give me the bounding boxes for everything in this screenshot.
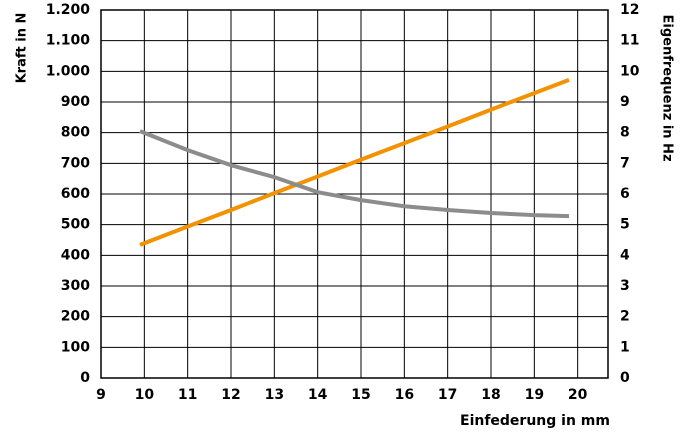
y2-tick-label: 4 [620, 247, 630, 263]
y-tick-label: 600 [61, 186, 90, 202]
y-tick-label: 1.200 [46, 2, 91, 18]
y2-tick-label: 0 [620, 370, 630, 386]
y2-tick-label: 9 [620, 94, 630, 110]
plot-border [100, 9, 609, 379]
y2-tick-label: 5 [620, 217, 630, 233]
series-line [139, 129, 570, 219]
y2-tick-label: 8 [620, 125, 630, 141]
x-tick-label: 14 [308, 387, 328, 403]
x-tick-label: 11 [178, 387, 197, 403]
y-axis-label: Kraft in N [15, 13, 30, 84]
x-tick-label: 18 [481, 387, 500, 403]
y-tick-label: 200 [61, 309, 90, 325]
y2-axis-label: Eigenfrequenz in Hz [660, 14, 675, 161]
x-tick-label: 16 [395, 387, 414, 403]
y2-tick-label: 12 [620, 2, 639, 18]
x-tick-label: 13 [265, 387, 284, 403]
x-tick-label: 20 [568, 387, 588, 403]
y2-tick-label: 1 [620, 339, 630, 355]
x-axis-label: Einfederung in mm [460, 413, 610, 429]
y2-tick-label: 2 [620, 309, 630, 325]
x-tick-label: 15 [351, 387, 370, 403]
x-tick-label: 10 [135, 387, 155, 403]
y2-tick-label: 6 [620, 186, 630, 202]
y2-tick-label: 7 [620, 155, 630, 171]
y-tick-label: 300 [61, 278, 90, 294]
y-tick-label: 0 [80, 370, 90, 386]
series-line [139, 78, 570, 247]
x-tick-label: 12 [221, 387, 240, 403]
y2-tick-label: 11 [620, 33, 639, 49]
x-tick-label: 9 [96, 387, 106, 403]
y2-tick-label: 10 [620, 63, 640, 79]
y-tick-label: 700 [61, 155, 90, 171]
x-tick-label: 19 [525, 387, 544, 403]
y-tick-label: 500 [61, 217, 90, 233]
y-tick-label: 1.100 [46, 33, 91, 49]
y-tick-label: 1.000 [46, 63, 91, 79]
y2-tick-label: 3 [620, 278, 630, 294]
y-tick-label: 800 [61, 125, 90, 141]
y-tick-label: 400 [61, 247, 90, 263]
y-tick-label: 100 [61, 339, 90, 355]
x-tick-label: 17 [438, 387, 457, 403]
y-tick-label: 900 [61, 94, 90, 110]
